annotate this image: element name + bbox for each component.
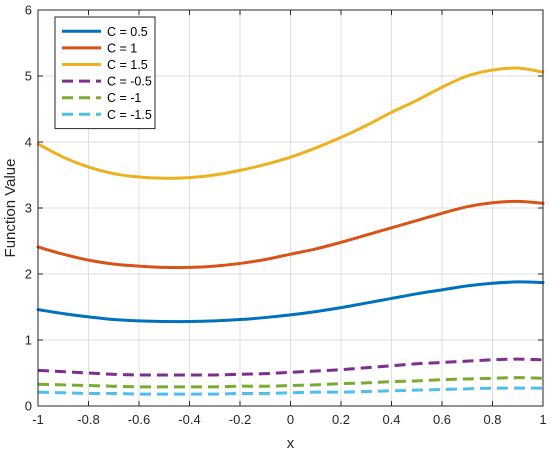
legend-label-4: C = -0.5 [107, 75, 152, 89]
y-tick-label: 5 [25, 69, 32, 84]
x-tick-label: 0.8 [483, 412, 501, 427]
y-axis-ticks: 0 1 2 3 4 5 6 [25, 3, 543, 414]
x-tick-label: 0 [287, 412, 294, 427]
legend-label-5: C = -1 [107, 91, 141, 105]
y-tick-label: 6 [25, 3, 32, 18]
y-tick-label: 1 [25, 333, 32, 348]
x-tick-label: 0.4 [382, 412, 400, 427]
legend-box [54, 16, 156, 130]
x-axis-ticks: -1 -0.8 -0.6 -0.4 -0.2 0 0.2 0.4 0.6 0.8 1 [32, 10, 547, 427]
series-line-3 [36, 66, 545, 180]
x-tick-label: -0.6 [128, 412, 150, 427]
y-tick-label: 4 [25, 135, 32, 150]
legend-label-1: C = 0.5 [107, 25, 148, 39]
x-tick-label: 0.6 [433, 412, 451, 427]
y-axis-label: Function Value [2, 159, 19, 258]
x-tick-label: -0.4 [178, 412, 200, 427]
series-line-2 [36, 199, 545, 270]
y-tick-label: 3 [25, 201, 32, 216]
x-tick-label: -0.2 [229, 412, 251, 427]
legend: C = 0.5 C = 1 C = 1.5 C = -0.5 C = -1 C = -1.… [54, 16, 156, 130]
x-tick-label: 1 [539, 412, 546, 427]
legend-label-2: C = 1 [107, 41, 137, 55]
y-tick-label: 2 [25, 267, 32, 282]
y-tick-label: 0 [25, 399, 32, 414]
legend-label-6: C = -1.5 [107, 108, 152, 122]
x-axis-label: x [287, 435, 295, 452]
series-line-1 [36, 280, 545, 324]
x-tick-label: -1 [32, 412, 44, 427]
legend-label-3: C = 1.5 [107, 58, 148, 72]
x-tick-label: -0.8 [77, 412, 99, 427]
series-group [36, 66, 545, 396]
x-tick-label: 0.2 [332, 412, 350, 427]
